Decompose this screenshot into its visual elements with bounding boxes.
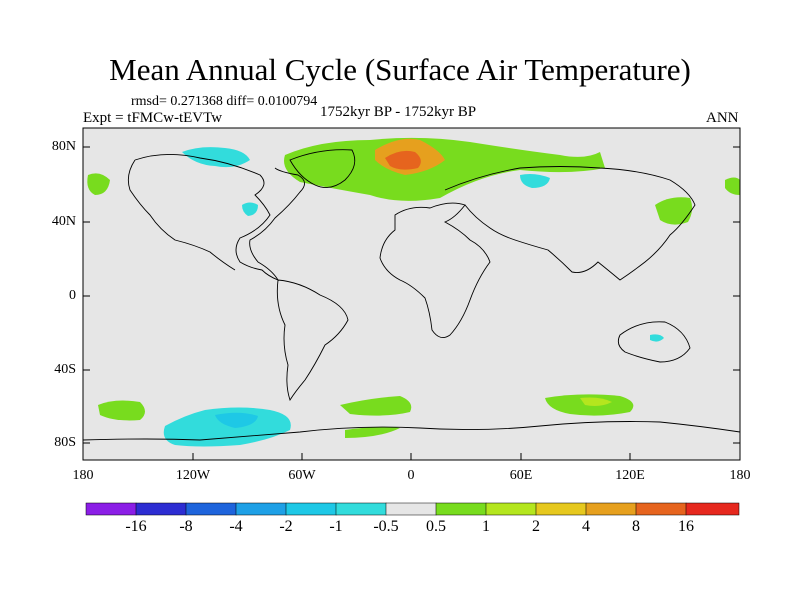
period-label: 1752kyr BP - 1752kyr BP xyxy=(320,104,477,120)
colorbar-box-4 xyxy=(235,502,287,516)
colorbar-label: 1 xyxy=(482,518,490,535)
colorbar-label: -8 xyxy=(179,518,193,535)
lat-label: 80N xyxy=(51,139,76,154)
lat-label: 40S xyxy=(54,362,76,377)
experiment-label: Expt = tFMCw-tEVTw xyxy=(83,110,223,126)
anomaly-patches xyxy=(87,137,740,447)
season-label: ANN xyxy=(706,110,739,126)
colorbar-label: 0.5 xyxy=(426,518,446,535)
colorbar-box-8 xyxy=(435,502,487,516)
lon-label: 120W xyxy=(175,468,211,483)
colorbar-box-1 xyxy=(85,502,137,516)
lon-label: 180 xyxy=(72,468,94,483)
colorbar-box-10 xyxy=(535,502,587,516)
colorbar-label: -2 xyxy=(279,518,293,535)
lon-label: 0 xyxy=(407,468,415,483)
colorbar-label: 2 xyxy=(532,518,540,535)
axis-ticks xyxy=(83,146,740,460)
colorbar-label: 4 xyxy=(582,518,590,535)
lat-label: 40N xyxy=(51,214,76,229)
lon-label: 60E xyxy=(509,468,533,483)
colorbar-box-6 xyxy=(335,502,387,516)
colorbar xyxy=(85,502,740,516)
stats-readout: rmsd= 0.271368 diff= 0.0100794 xyxy=(131,94,318,109)
colorbar-box-9 xyxy=(485,502,537,516)
colorbar-label: -16 xyxy=(125,518,147,535)
lon-label: 60W xyxy=(288,468,316,483)
colorbar-label: 16 xyxy=(678,518,694,535)
colorbar-label: -4 xyxy=(229,518,243,535)
colorbar-label: -0.5 xyxy=(373,518,399,535)
colorbar-label: 8 xyxy=(632,518,640,535)
colorbar-box-11 xyxy=(585,502,637,516)
colorbar-box-12 xyxy=(635,502,687,516)
map-title: Mean Annual Cycle (Surface Air Temperatu… xyxy=(109,52,691,87)
lon-label: 180 xyxy=(729,468,751,483)
colorbar-box-13 xyxy=(685,502,740,516)
coastlines xyxy=(82,149,741,441)
lat-label: 80S xyxy=(54,435,76,450)
colorbar-box-2 xyxy=(135,502,187,516)
lat-label: 0 xyxy=(69,288,76,303)
colorbar-box-7 xyxy=(385,502,437,516)
colorbar-box-3 xyxy=(185,502,237,516)
colorbar-box-5 xyxy=(285,502,337,516)
colorbar-label: -1 xyxy=(329,518,343,535)
lon-label: 120E xyxy=(615,468,645,483)
